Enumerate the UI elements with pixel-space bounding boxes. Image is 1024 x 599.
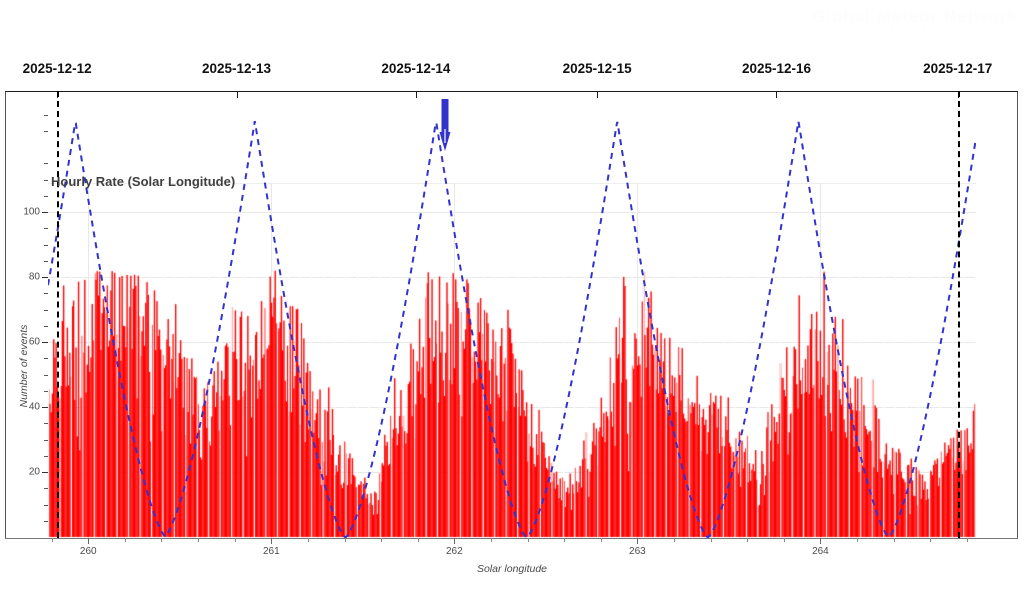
x-axis-minor-tick [857,538,859,542]
y-axis-tick [42,342,48,343]
x-axis-minor-tick [417,538,419,542]
x-axis-minor-tick [710,538,712,542]
y-axis-minor-tick [44,179,48,181]
x-axis-minor-tick [234,538,236,542]
y-axis-tick [42,212,48,213]
y-axis-minor-tick [44,374,48,376]
x-axis-title: Solar longitude [476,563,548,575]
top-date-tick-label: 2025-12-15 [562,61,632,76]
y-axis-minor-tick [44,504,48,506]
x-axis-minor-tick [307,538,309,542]
y-axis-tick-label: 20 [28,466,40,478]
x-axis-minor-tick [673,538,675,542]
x-axis-minor-tick [747,538,749,542]
y-axis-tick [42,277,48,278]
x-axis-tick-label: 262 [445,546,463,557]
x-axis-tick [271,538,273,544]
y-axis-minor-tick [44,195,48,197]
y-axis-minor-tick [44,114,48,116]
x-axis-tick-label: 263 [629,546,646,557]
hourly-rate-dashed-line [48,120,976,538]
x-axis-minor-tick [51,538,53,542]
y-axis-minor-tick [44,309,48,311]
x-axis-minor-tick [600,538,602,542]
x-axis-minor-tick [564,538,566,542]
x-axis-minor-tick [161,538,163,542]
y-axis-minor-tick [44,455,48,457]
x-axis-minor-tick [783,538,785,542]
y-axis-minor-tick [44,130,48,132]
x-axis-tick [88,538,90,544]
y-axis-minor-tick [44,293,48,295]
y-axis-tick-label: 80 [28,271,40,283]
top-date-tick-label: 2025-12-12 [22,61,92,76]
y-axis-minor-tick [44,325,48,327]
x-axis-minor-tick [490,538,492,542]
watermark-subtext: GLOBAL METEOR NETWORK [866,25,1018,33]
top-date-tick-label: 2025-12-16 [741,61,812,76]
x-axis-minor-tick [930,538,932,542]
x-axis-tick-label: 264 [812,546,829,557]
y-axis-minor-tick [44,244,48,246]
x-axis-minor-tick [966,538,968,542]
top-date-tick-label: 2025-12-13 [201,61,272,76]
y-axis-minor-tick [44,423,48,425]
x-axis-tick [454,538,456,544]
chart-title: Hourly Rate (Solar Longitude) [51,174,236,189]
x-axis-tick [637,538,639,544]
boundary-marker-line [957,91,960,538]
x-axis-tick [820,538,822,544]
x-axis-minor-tick [381,538,383,542]
y-axis-tick [42,407,48,408]
histogram-bars [48,91,976,538]
y-axis-tick [42,472,48,473]
y-axis-minor-tick [44,520,48,522]
frame-left-edge [5,91,6,538]
y-axis-tick-label: 40 [28,401,40,413]
x-axis-minor-tick [527,538,529,542]
frame-bottom-edge [5,538,1018,539]
chart-drawing-layer [48,91,976,538]
y-axis-minor-tick [44,260,48,262]
y-axis-minor-tick [44,390,48,392]
peak-arrow-marker [439,99,451,151]
y-axis-minor-tick [44,358,48,360]
y-axis-minor-tick [44,488,48,490]
x-axis-tick-label: 260 [79,546,97,557]
y-axis-tick-label: 60 [28,336,40,348]
x-axis-minor-tick [344,538,346,542]
x-axis-tick-label: 261 [262,546,280,557]
x-axis-minor-tick [124,538,126,542]
y-axis-minor-tick [44,228,48,230]
y-axis-minor-tick [44,163,48,165]
top-date-tick-label: 2025-12-17 [923,61,993,76]
watermark-logo: Global Meteor Network GLOBAL METEOR NETW… [812,8,1018,33]
y-axis-tick-label: 100 [23,206,40,218]
boundary-marker-line [57,91,60,538]
hourly-rate-curve [48,120,976,538]
frame-right-edge [1017,91,1018,538]
x-axis-minor-tick [198,538,200,542]
watermark-text: Global Meteor Network [811,7,1018,26]
top-date-tick-label: 2025-12-14 [381,61,451,76]
y-axis-minor-tick [44,439,48,441]
y-axis-title: Number of events [18,324,30,408]
x-axis-minor-tick [893,538,895,542]
